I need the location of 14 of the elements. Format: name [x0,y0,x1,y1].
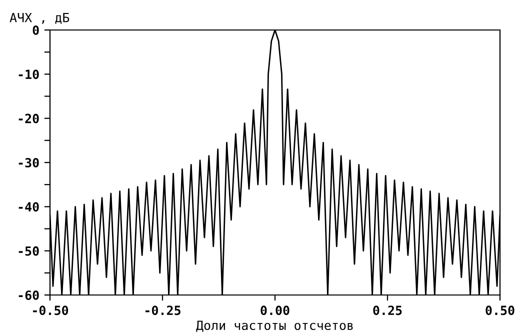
x-tick-label: -0.25 [146,306,180,316]
x-tick-label: 0.25 [373,306,402,316]
y-axis-title: АЧХ , дБ [10,12,70,24]
y-tick-label: 0 [32,25,39,35]
x-tick-label: 0.00 [260,306,290,316]
y-tick-label: -20 [18,114,39,124]
y-tick-label: -10 [18,70,39,80]
y-tick-label: -60 [18,290,39,300]
y-tick-label: -30 [18,158,39,168]
x-tick-label: -0.50 [33,306,68,316]
x-axis-title: Доли частоты отсчетов [196,320,353,332]
y-tick-label: -40 [18,202,39,212]
x-tick-label: 0.50 [486,306,514,316]
y-tick-label: -50 [18,246,39,256]
